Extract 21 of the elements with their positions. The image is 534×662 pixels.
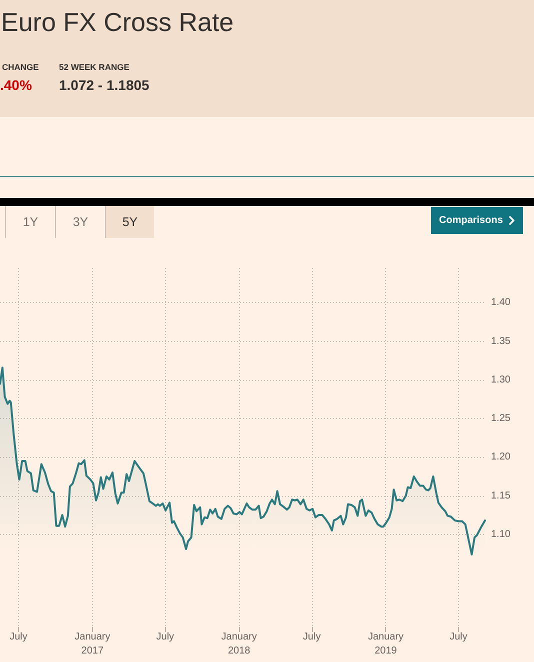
x-tick-label: January 2018: [221, 632, 257, 656]
text: 1.072 - 1.1805: [59, 76, 150, 94]
x-tick-label: January 2019: [368, 632, 404, 656]
y-tick-label: 1.20: [491, 452, 511, 463]
y-tick-label: 1.35: [491, 336, 511, 347]
x-tick-label: July: [450, 632, 468, 642]
comparisons-button: Comparisons: [431, 207, 523, 234]
text: .40%: [0, 76, 32, 94]
y-tick-label: 1.25: [491, 413, 511, 424]
y-tick-label: 1.30: [491, 374, 511, 386]
text: CHANGE: [2, 62, 39, 72]
x-tick-label: January 2017: [74, 632, 110, 656]
y-tick-label: 1.15: [491, 490, 511, 502]
y-tick-label: 1.40: [491, 297, 511, 308]
x-tick-label: July: [302, 632, 321, 642]
x-tick-label: July: [156, 632, 174, 642]
text: 52 WEEK RANGE: [59, 62, 130, 72]
chart-title: Euro FX Cross Rate: [1, 7, 234, 37]
y-tick-label: 1.10: [491, 528, 511, 540]
x-tick-label: July: [10, 632, 28, 642]
period-tab: 5Y: [105, 206, 154, 238]
